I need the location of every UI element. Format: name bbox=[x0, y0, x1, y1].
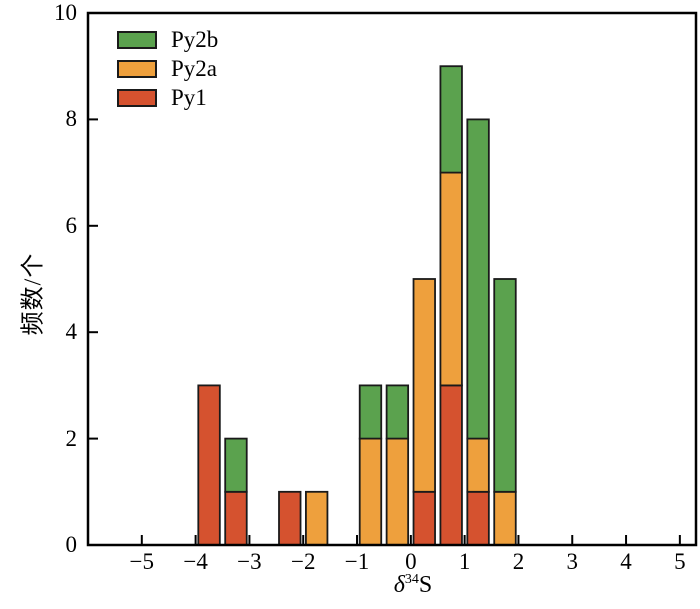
legend-label: Py1 bbox=[171, 85, 207, 110]
bar-segment-Py1 bbox=[224, 490, 248, 546]
x-tick-label: 2 bbox=[512, 549, 525, 574]
x-axis-label: δ34S bbox=[394, 571, 433, 599]
bar-segment-Py2a bbox=[493, 490, 517, 546]
legend-label: Py2a bbox=[171, 56, 217, 81]
bar-segment-Py2a bbox=[385, 437, 410, 546]
bar-segment-Py2b bbox=[466, 118, 490, 440]
x-tick-label: −2 bbox=[290, 549, 316, 574]
bar-segment-Py1 bbox=[197, 384, 221, 546]
x-axis-label-delta: δ bbox=[393, 572, 405, 598]
bar-segment-Py2b bbox=[224, 437, 248, 493]
x-tick-label: 3 bbox=[566, 549, 578, 574]
bar-segment-Py2a bbox=[466, 437, 490, 493]
y-tick-label: 6 bbox=[65, 212, 78, 238]
bar-segment-Py2b bbox=[358, 384, 383, 440]
legend-label: Py2b bbox=[171, 27, 219, 52]
bar-segment-Py2a bbox=[412, 278, 436, 493]
legend: Py2b Py2a Py1 bbox=[117, 27, 219, 118]
x-tick-label: −3 bbox=[237, 549, 262, 574]
x-axis-label-superscript: 34 bbox=[404, 572, 419, 587]
bar-segment-Py2b bbox=[493, 278, 517, 493]
y-axis-label: 频数/个 bbox=[20, 252, 47, 336]
legend-swatch bbox=[117, 89, 157, 107]
y-tick-label: 10 bbox=[54, 0, 77, 25]
y-tick-label: 4 bbox=[65, 319, 78, 345]
legend-swatch bbox=[117, 31, 157, 49]
y-tick-label: 2 bbox=[65, 425, 78, 451]
x-tick-label: −5 bbox=[129, 549, 155, 574]
plot-frame bbox=[86, 11, 698, 547]
legend-item-Py2a: Py2a bbox=[117, 56, 218, 81]
bar-segment-Py2a bbox=[439, 171, 463, 387]
legend-swatch bbox=[117, 60, 157, 78]
legend-item-Py2b: Py2b bbox=[117, 27, 219, 52]
bar-segment-Py2a bbox=[305, 490, 329, 546]
bar-segment-Py1 bbox=[278, 490, 302, 546]
x-tick-label: −1 bbox=[344, 549, 370, 574]
bar-segment-Py2b bbox=[385, 384, 410, 440]
plot-area bbox=[86, 11, 698, 547]
bar-segment-Py1 bbox=[466, 490, 490, 546]
bar-segment-Py1 bbox=[412, 490, 436, 546]
x-axis-label-base: S bbox=[418, 572, 433, 598]
bar-segment-Py1 bbox=[439, 384, 463, 546]
x-tick-label: 1 bbox=[458, 549, 471, 574]
y-tick-label: 0 bbox=[65, 532, 78, 557]
legend-item-Py1: Py1 bbox=[117, 85, 218, 110]
bar-segment-Py2b bbox=[439, 65, 463, 174]
y-tick-label: 8 bbox=[65, 106, 78, 132]
bar-segment-Py2a bbox=[358, 437, 383, 546]
x-tick-label: 4 bbox=[620, 549, 632, 574]
x-tick-label: 5 bbox=[674, 549, 686, 574]
x-tick-label: −4 bbox=[183, 549, 208, 574]
x-tick-label: 0 bbox=[405, 549, 417, 574]
